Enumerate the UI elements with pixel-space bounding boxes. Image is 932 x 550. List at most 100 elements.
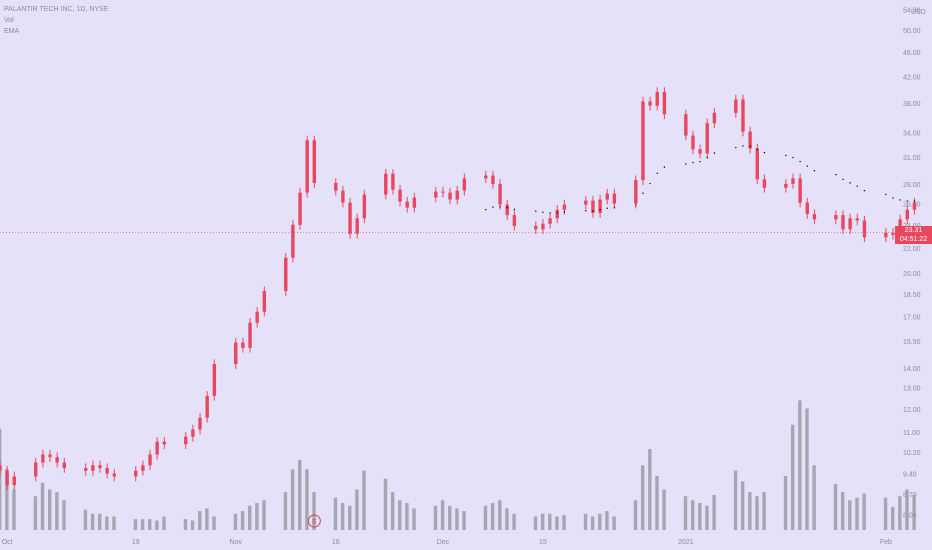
candle-body	[548, 218, 552, 224]
candle-body	[912, 202, 917, 210]
candle-body	[191, 429, 195, 437]
candle-body	[805, 202, 809, 215]
time-axis-label: 2021	[678, 539, 694, 546]
volume-bar	[562, 515, 566, 530]
symbol-title: PALANTIR TECH INC, 1D, NYSE	[4, 6, 109, 13]
candle-body	[648, 101, 652, 106]
candle-body	[312, 140, 317, 183]
volume-bar	[483, 505, 488, 530]
volume-bar	[233, 513, 238, 530]
volume-bar	[583, 513, 588, 530]
volume-bar	[598, 513, 602, 530]
volume-bar	[690, 500, 695, 530]
candle-body	[555, 209, 559, 219]
volume-bar	[705, 505, 709, 530]
price-axis-tick: 14.00	[903, 366, 921, 373]
ema-dot	[863, 189, 866, 192]
candle-body	[12, 476, 16, 486]
volume-bar	[612, 516, 616, 530]
volume-bar	[390, 492, 395, 530]
ema-dot	[835, 173, 837, 176]
candle-body	[341, 190, 345, 203]
volume-bar	[112, 516, 116, 530]
volume-bar	[305, 469, 309, 530]
ema-dot	[592, 210, 594, 212]
ema-dot	[699, 160, 701, 163]
ema-dot	[635, 204, 637, 206]
candle-body	[905, 209, 909, 220]
volume-bar	[805, 408, 809, 530]
volume-bar	[891, 507, 895, 530]
candle-body	[798, 178, 802, 203]
candle-body	[455, 190, 459, 200]
ema-dot	[899, 199, 901, 201]
volume-bar	[383, 478, 388, 530]
candle-body	[491, 175, 495, 184]
candle-body	[148, 454, 152, 466]
volume-bar	[90, 513, 95, 530]
volume-bar	[333, 497, 338, 530]
ema-dot	[706, 157, 708, 159]
chart-legend: PALANTIR TECH INC, 1D, NYSE Vol EMA	[4, 4, 108, 37]
volume-bar	[283, 492, 288, 530]
candle-body	[212, 364, 217, 396]
candle-body	[848, 218, 852, 230]
volume-bar	[798, 400, 802, 530]
volume-indicator-label: Vol	[4, 17, 14, 24]
volume-bar	[212, 516, 216, 530]
ema-dot	[506, 206, 508, 209]
volume-bar	[40, 482, 45, 530]
candle-body	[841, 215, 845, 230]
volume-bar	[412, 508, 416, 530]
volume-bar	[733, 470, 738, 530]
volume-bar	[148, 519, 152, 530]
volume-bar	[240, 511, 245, 530]
volume-bar	[133, 519, 138, 530]
volume-bar	[748, 492, 752, 530]
candle-body	[498, 183, 502, 205]
candle-body	[784, 183, 788, 188]
volume-bar	[555, 516, 559, 530]
candle-body	[248, 322, 252, 348]
time-axis-label: Nov	[230, 539, 243, 546]
volume-bar	[898, 496, 902, 530]
price-axis-tick: 8.70	[903, 492, 917, 499]
candle-body	[812, 214, 817, 220]
ema-dot	[485, 208, 487, 211]
candle-body	[391, 173, 395, 190]
earnings-marker-label: E	[312, 519, 317, 526]
candle-body	[684, 114, 688, 136]
candle-body	[791, 178, 795, 184]
candle-body	[591, 200, 595, 213]
volume-bar	[640, 465, 645, 530]
ema-indicator-label: EMA	[4, 28, 20, 35]
earnings-marker	[307, 514, 321, 528]
ema-dot	[606, 207, 608, 209]
ema-dot	[549, 212, 551, 214]
candle-body	[91, 465, 95, 471]
time-axis-label: Oct	[2, 539, 13, 546]
volume-bar	[505, 508, 509, 530]
volume-bar	[462, 511, 466, 530]
ema-dot	[806, 165, 808, 167]
candle-body	[348, 202, 352, 234]
ema-dot	[856, 185, 858, 187]
price-axis-tick: 42.00	[903, 74, 921, 81]
ema-dot	[735, 146, 737, 149]
candle-body	[98, 465, 102, 469]
candle-body	[55, 457, 59, 463]
volume-bar	[848, 500, 852, 530]
candle-body	[691, 135, 695, 150]
volume-bar	[790, 424, 795, 530]
volume-bar	[312, 492, 316, 530]
candle-body	[634, 180, 638, 204]
candle-body	[705, 123, 709, 154]
volume-bar	[55, 492, 59, 530]
volume-bar	[712, 494, 716, 530]
volume-bar	[198, 511, 202, 530]
volume-bar	[33, 496, 38, 530]
candle-body	[891, 232, 895, 235]
candle-body	[562, 204, 567, 210]
